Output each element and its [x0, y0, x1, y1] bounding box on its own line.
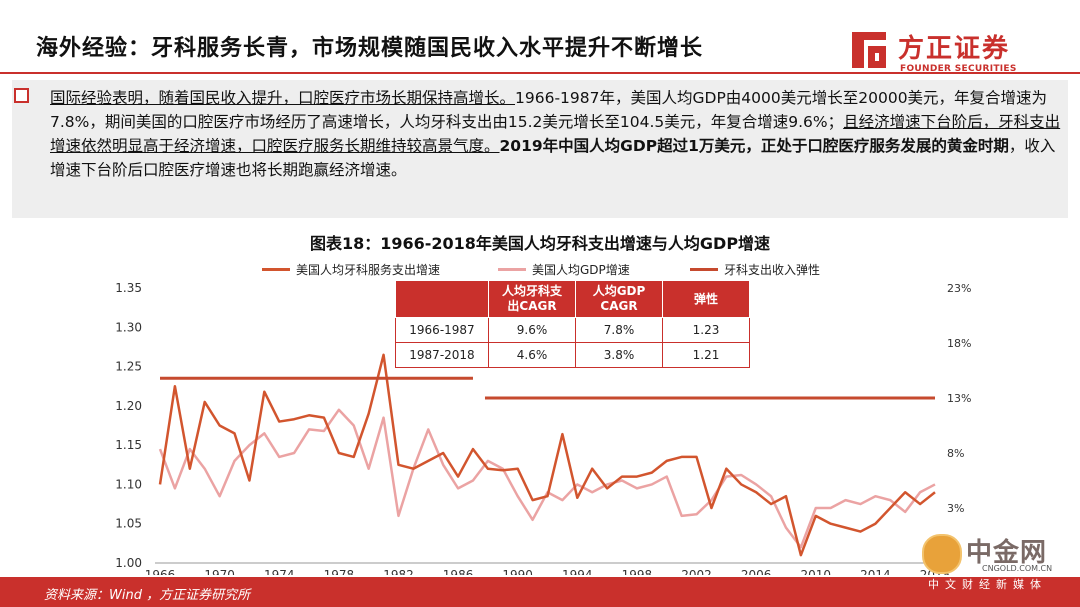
legend-swatch [498, 268, 526, 271]
table-header-cell: 人均GDP CAGR [575, 280, 663, 318]
x-tick-label: 2006 [741, 568, 772, 575]
summary-panel [12, 80, 1068, 218]
y-left-tick-label: 1.30 [115, 320, 142, 334]
table-cell: 7.8% [575, 317, 663, 343]
summary-segment: 2019年中国人均GDP超过1万美元，正处于口腔医疗服务发展的黄金时期 [499, 137, 1009, 155]
y-right-tick-label: 13% [947, 392, 971, 405]
header-line: 人均牙科支 出CAGR [501, 284, 562, 313]
x-tick-label: 1974 [264, 568, 295, 575]
gdp-growth-line [158, 408, 936, 549]
y-right-tick-label: 8% [947, 447, 964, 460]
table-header-cell [395, 280, 489, 318]
y-left-tick-label: 1.35 [115, 281, 142, 295]
y-left-tick-label: 1.10 [115, 477, 142, 491]
table-cell: 1966-1987 [395, 317, 489, 343]
header-line: 人均GDP CAGR [592, 284, 646, 313]
legend-item-dental: 美国人均牙科服务支出增速 [262, 261, 440, 279]
x-tick-label: 1990 [502, 568, 533, 575]
x-tick-label: 1986 [443, 568, 474, 575]
watermark-text: 中金网 [966, 538, 1048, 568]
chart-title: 图表18：1966-2018年美国人均牙科支出增速与人均GDP增速 [309, 234, 771, 253]
legend-item-gdp: 美国人均GDP增速 [498, 261, 630, 279]
source-note: 资料来源：Wind ，方正证券研究所 [44, 588, 251, 603]
table-header-cell: 弹性 [662, 280, 750, 318]
y-right-tick-label: 18% [947, 337, 971, 350]
x-tick-label: 1982 [383, 568, 414, 575]
y-left-tick-label: 1.15 [115, 438, 142, 452]
summary-text: 国际经验表明，随着国民收入提升，口腔医疗市场长期保持高增长。1966-1987年… [50, 86, 1064, 182]
x-tick-label: 1998 [622, 568, 653, 575]
summary-segment: 国际经验表明，随着国民收入提升，口腔医疗市场长期保持高增长。 [50, 89, 516, 107]
x-tick-label: 2002 [681, 568, 712, 575]
legend-swatch [262, 268, 290, 271]
legend-label: 牙科支出收入弹性 [724, 263, 821, 277]
x-tick-label: 1970 [204, 568, 235, 575]
x-tick-label: 2010 [800, 568, 831, 575]
x-tick-label: 1978 [324, 568, 355, 575]
logo-text-cn: 方正证券 [898, 34, 1011, 64]
legend-label: 美国人均GDP增速 [532, 263, 630, 277]
watermark-subtitle: 中文财经新媒体 [928, 578, 1047, 591]
legend-item-elasticity: 牙科支出收入弹性 [690, 261, 820, 279]
y-left-tick-label: 1.05 [115, 517, 142, 531]
x-tick-label: 1994 [562, 568, 593, 575]
summary-segment: 且经济增速下台阶后，牙科支出增速依然明显高于经济增速，口腔医疗服务长期维持较高景… [50, 113, 1061, 155]
x-tick-label: 1966 [145, 568, 176, 575]
table-header-cell: 人均牙科支 出CAGR [488, 280, 576, 318]
y-left-tick-label: 1.00 [115, 556, 142, 570]
y-right-tick-label: 3% [947, 502, 964, 515]
table-row: 1966-1987 9.6% 7.8% 1.23 [395, 317, 750, 343]
table-cell: 1.23 [662, 317, 750, 343]
line-chart: 1.35 1.30 1.25 1.20 1.15 1.10 1.05 1.00 23% 18% 13… [115, 281, 971, 575]
y-right-tick-label: 23% [947, 282, 971, 295]
table-cell: 1.21 [662, 342, 750, 368]
founder-logo-icon [852, 32, 886, 68]
summary-segment: 1966-1987年，美国人均GDP由4000美元增长至20000美元，年复合增… [50, 89, 1048, 131]
square-bullet-icon [14, 88, 29, 103]
table-cell: 3.8% [575, 342, 663, 368]
legend-swatch [690, 268, 718, 271]
summary-segment: ，收入增速下台阶后口腔医疗增速也将长期跑赢经济增速。 [50, 137, 1056, 179]
footer-bar [0, 577, 1080, 607]
x-tick-label: 2014 [860, 568, 891, 575]
table-header-row: 人均牙科支 出CAGR 人均GDP CAGR 弹性 [395, 280, 750, 318]
logo-text-en: FOUNDER SECURITIES [900, 64, 1017, 74]
cngold-logo-icon [922, 534, 962, 574]
dental-spending-growth-line [158, 353, 936, 557]
y-left-tick-label: 1.20 [115, 399, 142, 413]
table-cell: 9.6% [488, 317, 576, 343]
cagr-table: 人均牙科支 出CAGR 人均GDP CAGR 弹性 1966-1987 9.6%… [395, 280, 750, 368]
table-cell: 1987-2018 [395, 342, 489, 368]
y-left-tick-label: 1.25 [115, 360, 142, 374]
header-divider [0, 72, 1080, 74]
page-title: 海外经验：牙科服务长青，市场规模随国民收入水平提升不断增长 [36, 36, 704, 61]
table-cell: 4.6% [488, 342, 576, 368]
brand-logo: 方正证券 FOUNDER SECURITIES [842, 24, 1072, 78]
legend-label: 美国人均牙科服务支出增速 [296, 263, 441, 277]
watermark-url: CNGOLD.COM.CN [982, 564, 1053, 573]
watermark: 中金网 CNGOLD.COM.CN 中文财经新媒体 [922, 532, 1072, 602]
table-row: 1987-2018 4.6% 3.8% 1.21 [395, 342, 750, 368]
